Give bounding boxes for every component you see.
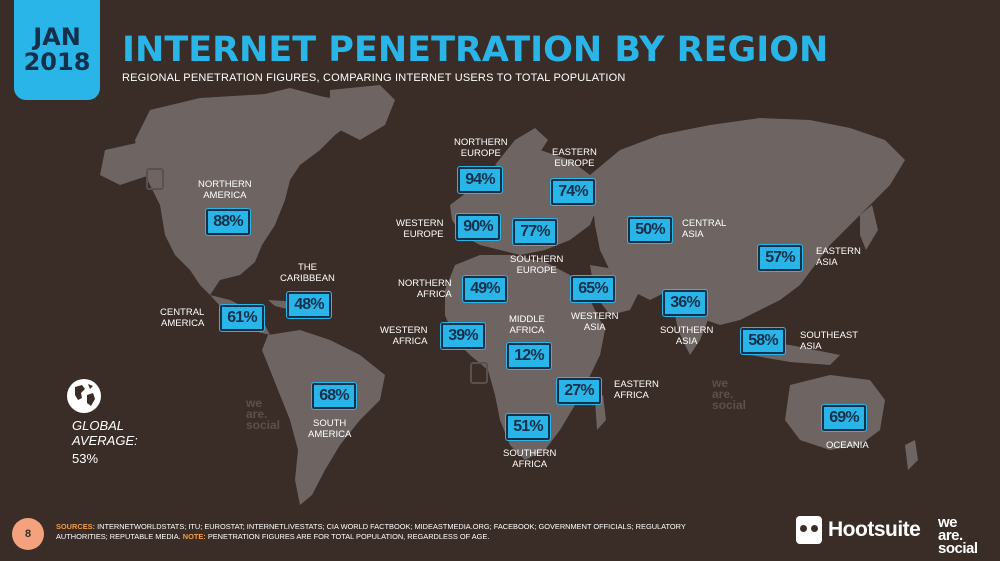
sources-note: SOURCES: INTERNETWORLDSTATS; ITU; EUROST…	[56, 522, 716, 542]
region-value-western-europe: 90%	[455, 213, 501, 241]
region-value-western-africa: 39%	[440, 322, 486, 350]
region-value-northern-america: 88%	[205, 208, 251, 236]
region-label-southeast-asia: SOUTHEAST ASIA	[800, 330, 859, 352]
we-are-social-logo: we are. social	[938, 514, 978, 557]
asia-landmass	[590, 118, 905, 325]
region-value-middle-africa: 12%	[506, 342, 552, 370]
region-value-oceania: 69%	[821, 404, 867, 432]
region-label-eastern-europe: EASTERN EUROPE	[552, 147, 597, 169]
sources-text: INTERNETWORLDSTATS; ITU; EUROSTAT; INTER…	[56, 522, 686, 541]
japan-landmass	[860, 205, 878, 250]
globe-icon	[67, 379, 101, 413]
region-label-oceania: OCEANIA	[826, 440, 869, 451]
region-label-northern-africa: NORTHERN AFRICA	[398, 278, 452, 300]
region-label-eastern-africa: EASTERN AFRICA	[614, 379, 659, 401]
new-zealand-landmass	[905, 440, 918, 470]
south-america-landmass	[262, 330, 385, 505]
north-america-landmass	[135, 92, 355, 295]
watermark-we-are-social: we are. social	[712, 376, 747, 412]
region-label-southern-asia: SOUTHERN ASIA	[660, 325, 714, 347]
region-value-northern-europe: 94%	[457, 166, 503, 194]
date-badge: JAN 2018	[14, 0, 100, 100]
global-average-label: GLOBAL AVERAGE:	[72, 418, 138, 448]
region-label-western-europe: WESTERN EUROPE	[396, 218, 444, 240]
region-label-south-america: SOUTH AMERICA	[308, 418, 352, 440]
hootsuite-watermark-icon	[470, 362, 488, 384]
region-label-the-caribbean: THE CARIBBEAN	[280, 262, 335, 284]
hootsuite-logo: Hootsuite	[796, 516, 921, 544]
badge-month: JAN	[33, 22, 81, 51]
region-label-western-asia: WESTERN ASIA	[571, 311, 619, 333]
region-value-southern-europe: 77%	[512, 218, 558, 246]
hootsuite-watermark-icon	[146, 168, 164, 190]
region-value-southeast-asia: 58%	[740, 327, 786, 355]
watermark-we-are-social: we are. social	[246, 396, 281, 432]
region-label-southern-africa: SOUTHERN AFRICA	[503, 448, 557, 470]
region-value-eastern-africa: 27%	[556, 377, 602, 405]
region-value-south-america: 68%	[311, 382, 357, 410]
region-value-northern-africa: 49%	[462, 275, 508, 303]
region-value-the-caribbean: 48%	[286, 291, 332, 319]
region-label-eastern-asia: EASTERN ASIA	[816, 246, 861, 268]
page-number: 8	[12, 518, 44, 550]
region-label-central-asia: CENTRAL ASIA	[682, 218, 727, 240]
region-label-middle-africa: MIDDLE AFRICA	[509, 314, 545, 336]
region-value-southern-africa: 51%	[505, 413, 551, 441]
alaska-landmass	[100, 140, 150, 185]
region-value-central-america: 61%	[219, 304, 265, 332]
scandinavia-landmass	[495, 128, 548, 175]
region-label-northern-america: NORTHERN AMERICA	[198, 179, 252, 201]
region-value-eastern-europe: 74%	[550, 178, 596, 206]
sources-key: SOURCES:	[56, 522, 96, 531]
page-title: INTERNET PENETRATION BY REGION	[122, 30, 829, 70]
region-value-southern-asia: 36%	[662, 289, 708, 317]
region-value-eastern-asia: 57%	[757, 244, 803, 272]
region-label-southern-europe: SOUTHERN EUROPE	[510, 254, 564, 276]
note-key: NOTE:	[182, 532, 206, 541]
greenland-landmass	[330, 85, 395, 140]
page-subtitle: REGIONAL PENETRATION FIGURES, COMPARING …	[122, 72, 626, 84]
hootsuite-wordmark: Hootsuite	[828, 518, 921, 541]
note-text: PENETRATION FIGURES ARE FOR TOTAL POPULA…	[205, 532, 490, 541]
region-value-western-asia: 65%	[570, 275, 616, 303]
region-label-western-africa: WESTERN AFRICA	[380, 325, 428, 347]
global-average-value: 53%	[72, 451, 99, 466]
arctic-islands	[240, 88, 320, 112]
owl-icon	[796, 516, 822, 544]
region-label-northern-europe: NORTHERN EUROPE	[454, 137, 508, 159]
region-label-central-america: CENTRAL AMERICA	[160, 307, 205, 329]
badge-year: 2018	[23, 48, 91, 76]
region-value-central-asia: 50%	[627, 216, 673, 244]
